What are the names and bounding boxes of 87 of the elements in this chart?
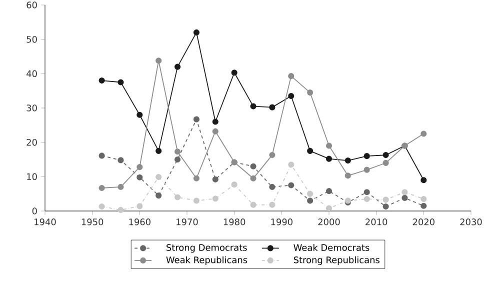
point (212, 128, 218, 134)
point (136, 164, 143, 170)
point (136, 174, 143, 180)
point (269, 104, 276, 110)
x-tick-label: 1970 (176, 218, 198, 226)
point (364, 196, 370, 202)
point (402, 189, 408, 196)
point (193, 198, 200, 204)
legend-label: Strong Democrats (166, 244, 247, 253)
point (212, 196, 218, 202)
point (344, 172, 351, 179)
point (118, 79, 124, 86)
y-tick-label: 20 (26, 138, 37, 146)
point (136, 112, 143, 118)
point (307, 190, 314, 197)
point (382, 152, 389, 158)
point (307, 148, 314, 154)
point (98, 184, 105, 192)
point (326, 142, 332, 149)
point (420, 177, 427, 184)
point (288, 182, 294, 188)
point (420, 196, 427, 202)
point (382, 196, 389, 203)
point (118, 184, 124, 190)
y-tick-label: 10 (27, 173, 37, 180)
point (193, 29, 200, 36)
legend-label: Weak Democrats (294, 244, 370, 251)
point (364, 189, 370, 196)
legend-label: Strong Republicans (294, 256, 380, 265)
x-tick-label: 2010 (366, 218, 388, 226)
point (250, 103, 256, 110)
point (269, 202, 276, 208)
point (326, 188, 332, 194)
point (420, 130, 427, 137)
point (118, 206, 124, 214)
x-tick-label: 2020 (412, 218, 434, 226)
point (250, 175, 256, 182)
y-tick-label: 0 (32, 208, 37, 214)
point (212, 118, 218, 125)
x-tick-label: 1960 (129, 218, 150, 226)
point (156, 148, 162, 154)
point (307, 198, 314, 204)
point (193, 175, 200, 182)
point (382, 160, 389, 166)
x-tick-label: 2030 (460, 218, 482, 226)
point (98, 204, 105, 210)
point (288, 162, 294, 168)
point (118, 157, 124, 164)
point (420, 202, 427, 209)
point (288, 73, 294, 80)
point (402, 194, 408, 201)
point (156, 192, 162, 199)
point (156, 174, 162, 180)
point (174, 156, 181, 163)
point (307, 90, 314, 96)
legend-label: Weak Republicans (166, 256, 248, 265)
point (269, 184, 276, 190)
point (136, 203, 143, 210)
y-tick-label: 60 (26, 2, 37, 8)
point (250, 163, 256, 170)
point (98, 152, 105, 159)
x-tick-label: 2000 (318, 218, 340, 226)
point (231, 70, 238, 76)
x-tick-label: 1990 (271, 218, 292, 226)
point (250, 202, 256, 208)
point (326, 205, 332, 212)
point (212, 176, 218, 182)
y-tick-label: 40 (26, 70, 37, 78)
point (98, 77, 105, 84)
point (364, 166, 370, 173)
y-tick-label: 50 (26, 36, 37, 43)
point (231, 182, 238, 188)
x-tick-label: 1950 (82, 218, 104, 226)
point (364, 153, 370, 160)
point (269, 152, 276, 158)
y-tick-label: 30 (26, 104, 37, 112)
point (288, 92, 294, 100)
point (382, 204, 389, 210)
point (326, 156, 332, 162)
point (193, 116, 200, 122)
point (156, 58, 162, 64)
x-tick-label: 1940 (34, 218, 56, 226)
point (174, 64, 181, 70)
point (174, 148, 181, 155)
point (174, 194, 181, 200)
point (344, 157, 351, 164)
x-tick-label: 1980 (224, 218, 246, 226)
